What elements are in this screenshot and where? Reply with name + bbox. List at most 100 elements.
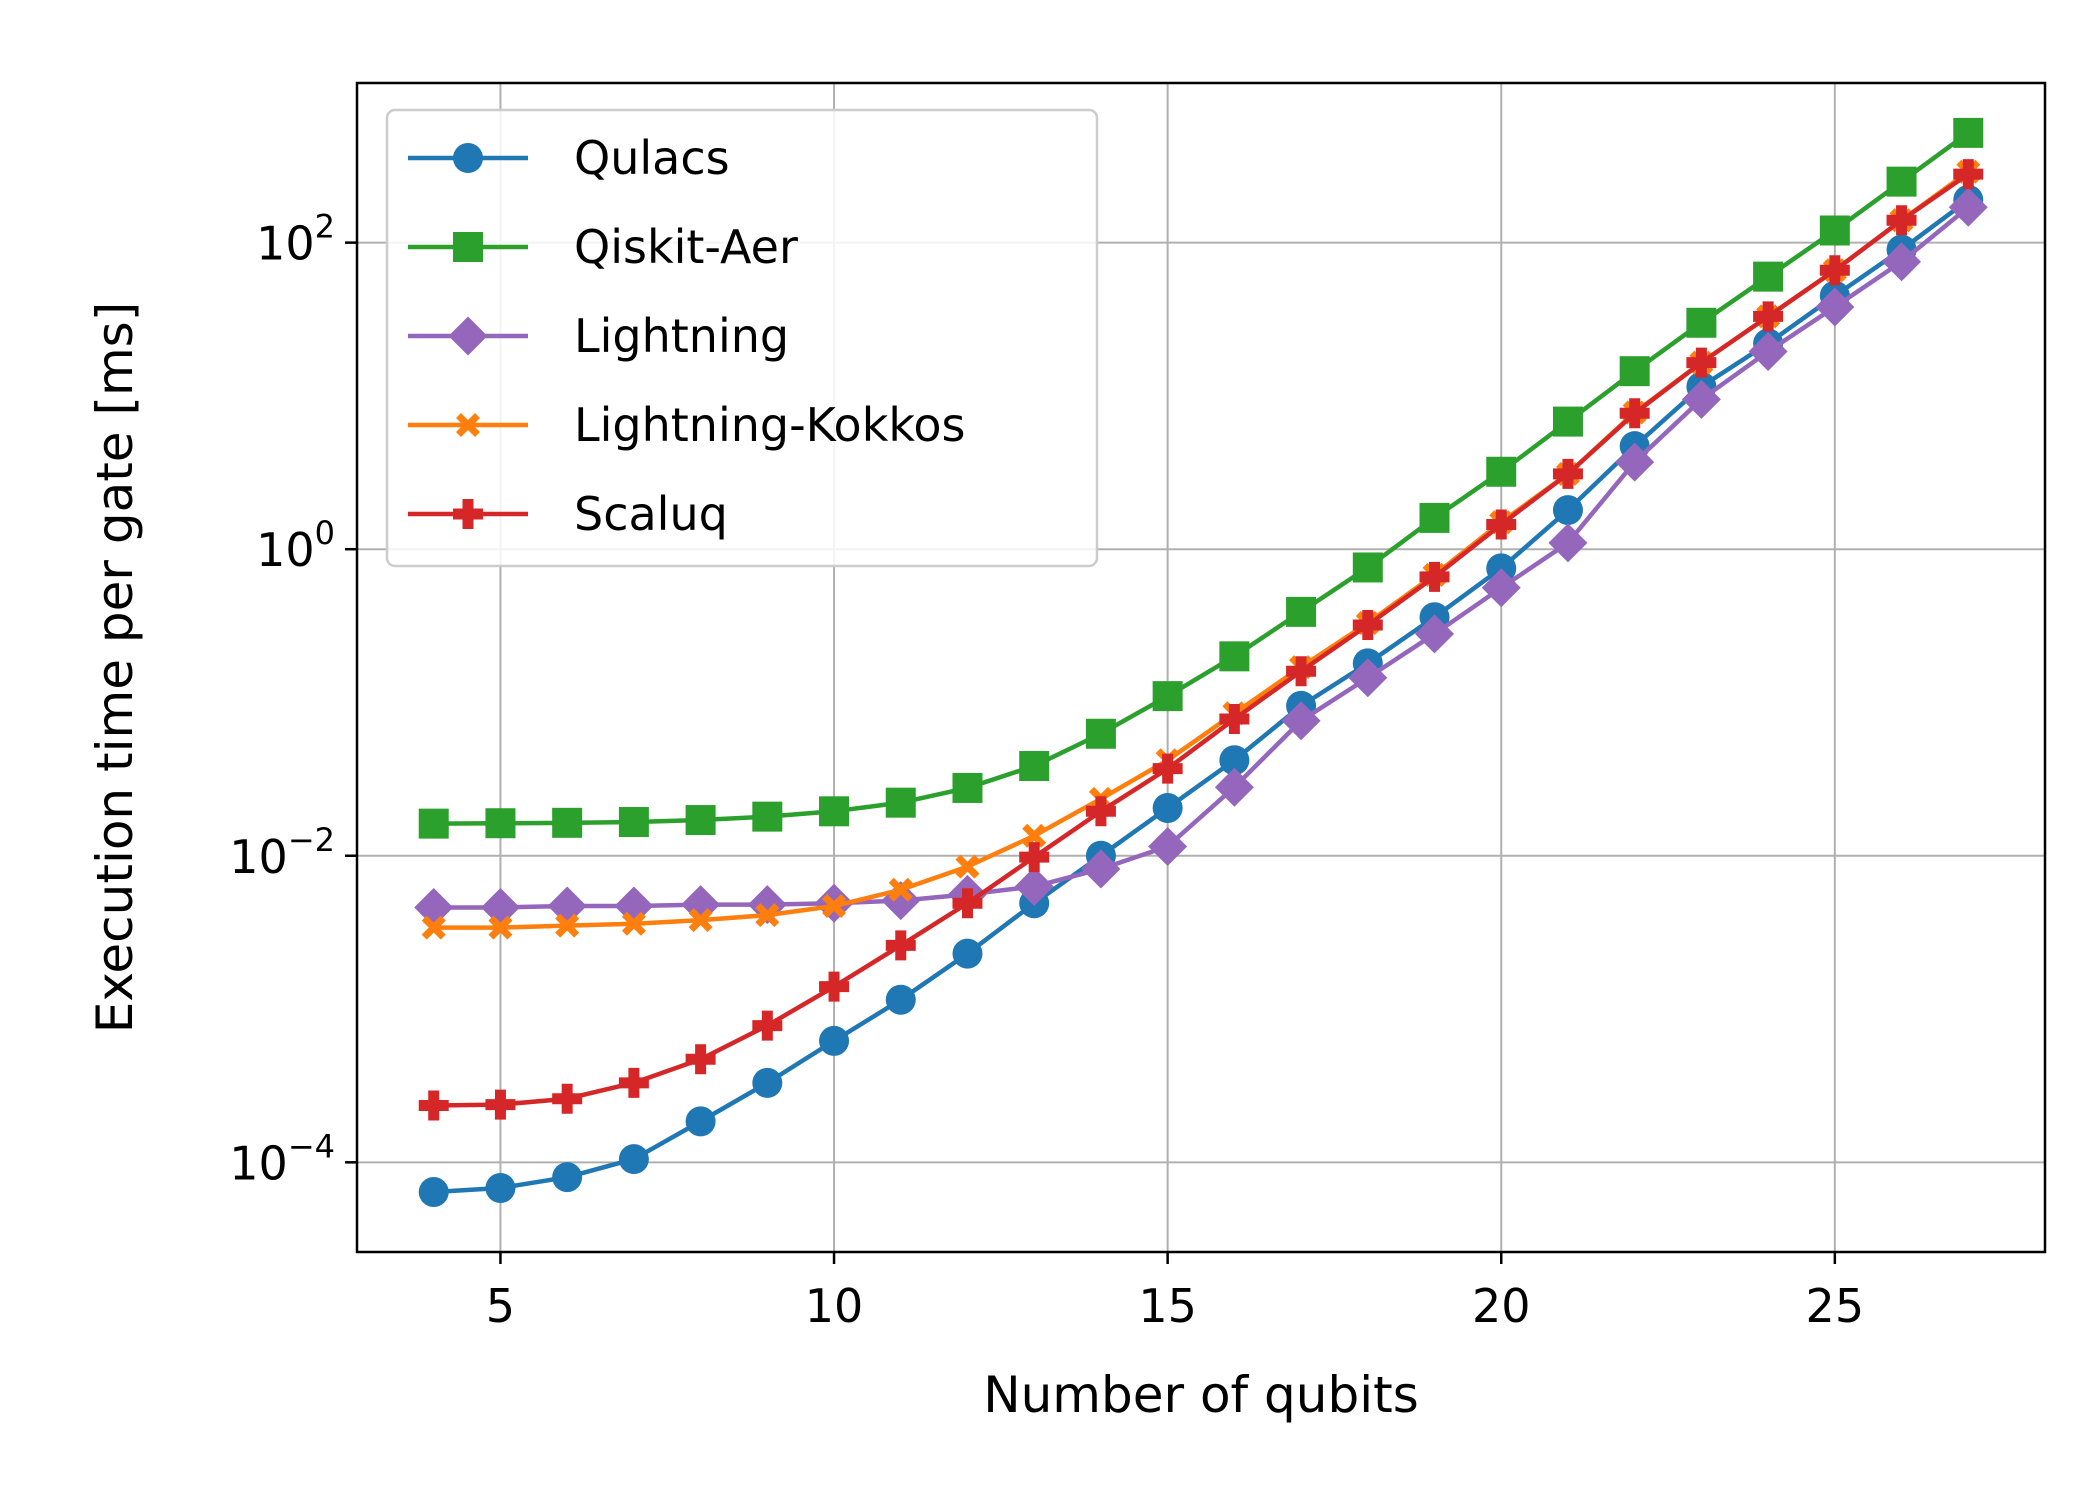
data-point-qiskit-aer bbox=[1886, 166, 1917, 197]
data-point-qiskit-aer bbox=[1486, 456, 1517, 487]
data-point-qulacs bbox=[618, 1144, 649, 1175]
axis-ticks: 5 10 15 20 25 10−4 10−2 100 102 bbox=[229, 208, 1864, 1333]
data-point-scaluq bbox=[952, 888, 983, 919]
data-point-scaluq bbox=[1286, 656, 1317, 687]
data-point-qiskit-aer bbox=[819, 796, 850, 827]
data-point-qulacs bbox=[418, 1177, 449, 1208]
data-point-qiskit-aer bbox=[1953, 117, 1984, 148]
legend-item-scaluq: Scaluq bbox=[408, 487, 728, 541]
legend-swatch-marker bbox=[448, 316, 488, 356]
data-point-qiskit-aer bbox=[1286, 596, 1317, 627]
y-tick-label: 10−2 bbox=[229, 821, 335, 884]
legend-label: Lightning-Kokkos bbox=[574, 398, 965, 452]
data-point-lightning bbox=[480, 887, 520, 927]
series-scaluq bbox=[418, 159, 1984, 1121]
data-point-scaluq bbox=[1819, 255, 1850, 286]
x-tick-label: 25 bbox=[1806, 1279, 1865, 1333]
data-point-qulacs bbox=[552, 1162, 583, 1193]
data-point-lightning-kokkos bbox=[621, 911, 646, 936]
data-point-qulacs bbox=[1219, 745, 1250, 776]
legend-label: Qulacs bbox=[574, 131, 730, 185]
data-point-qiskit-aer bbox=[1152, 681, 1183, 712]
data-point-scaluq bbox=[1486, 509, 1517, 540]
legend-swatch-marker bbox=[456, 413, 480, 437]
data-point-lightning bbox=[1948, 187, 1988, 227]
data-point-qulacs bbox=[752, 1067, 783, 1098]
data-point-qulacs bbox=[1152, 792, 1183, 823]
x-tick-label: 10 bbox=[805, 1279, 864, 1333]
y-tick-label: 10−4 bbox=[229, 1127, 335, 1190]
data-point-qiskit-aer bbox=[885, 787, 916, 818]
legend-item-lightning: Lightning bbox=[408, 309, 789, 363]
data-point-lightning bbox=[1615, 442, 1655, 482]
legend: Qulacs Qiskit-Aer Lightning Lightning-Kokko… bbox=[385, 108, 1099, 568]
data-point-qiskit-aer bbox=[485, 808, 516, 839]
data-point-qiskit-aer bbox=[1552, 406, 1583, 437]
data-point-lightning bbox=[1748, 331, 1788, 371]
data-point-qiskit-aer bbox=[1219, 641, 1250, 672]
data-point-scaluq bbox=[819, 971, 850, 1002]
data-point-qulacs bbox=[952, 938, 983, 969]
data-point-qiskit-aer bbox=[685, 805, 716, 836]
data-point-lightning bbox=[1415, 614, 1455, 654]
data-point-lightning bbox=[1548, 523, 1588, 563]
legend-swatch-marker bbox=[453, 143, 483, 173]
legend-item-lightning-kokkos: Lightning-Kokkos bbox=[408, 398, 965, 452]
data-point-qiskit-aer bbox=[752, 801, 783, 832]
data-point-scaluq bbox=[1552, 458, 1583, 489]
x-tick-label: 15 bbox=[1138, 1279, 1197, 1333]
plot-frame bbox=[355, 81, 2047, 1254]
data-point-lightning bbox=[1281, 701, 1321, 741]
data-point-qiskit-aer bbox=[1819, 215, 1850, 246]
legend-item-qulacs: Qulacs bbox=[408, 131, 730, 185]
data-point-scaluq bbox=[885, 930, 916, 961]
data-point-lightning bbox=[1882, 242, 1922, 282]
data-point-lightning bbox=[1815, 287, 1855, 327]
data-point-scaluq bbox=[1686, 347, 1717, 378]
data-point-qiskit-aer bbox=[1352, 552, 1383, 583]
x-tick-label: 5 bbox=[486, 1279, 515, 1333]
data-point-qiskit-aer bbox=[1019, 751, 1050, 782]
data-point-lightning bbox=[1348, 658, 1388, 698]
data-point-scaluq bbox=[552, 1083, 583, 1114]
y-tick-label: 102 bbox=[256, 208, 335, 271]
data-point-qiskit-aer bbox=[1619, 356, 1650, 387]
x-tick-label: 20 bbox=[1472, 1279, 1531, 1333]
data-point-lightning-kokkos bbox=[822, 894, 847, 919]
data-point-qiskit-aer bbox=[1753, 261, 1784, 292]
data-point-qiskit-aer bbox=[1085, 718, 1116, 749]
data-point-lightning-kokkos bbox=[1022, 823, 1047, 848]
data-point-lightning-kokkos bbox=[888, 877, 913, 902]
data-point-qulacs bbox=[685, 1106, 716, 1137]
data-point-qiskit-aer bbox=[552, 807, 583, 838]
legend-label: Scaluq bbox=[574, 487, 728, 541]
data-point-scaluq bbox=[685, 1044, 716, 1075]
data-point-qulacs bbox=[1552, 495, 1583, 526]
data-point-qulacs bbox=[885, 984, 916, 1015]
data-point-lightning bbox=[1214, 767, 1254, 807]
data-point-scaluq bbox=[1219, 704, 1250, 735]
legend-label: Qiskit-Aer bbox=[574, 220, 798, 274]
data-point-lightning-kokkos bbox=[755, 903, 780, 928]
data-point-qulacs bbox=[485, 1172, 516, 1203]
data-point-lightning-kokkos bbox=[488, 915, 513, 940]
data-point-scaluq bbox=[1753, 301, 1784, 332]
data-point-qiskit-aer bbox=[418, 808, 449, 839]
data-point-lightning bbox=[1148, 826, 1188, 866]
data-point-lightning bbox=[1081, 849, 1121, 889]
data-series bbox=[414, 117, 1988, 1208]
data-point-scaluq bbox=[1085, 796, 1116, 827]
legend-swatch-marker bbox=[453, 232, 483, 262]
legend-label: Lightning bbox=[574, 309, 789, 363]
data-point-scaluq bbox=[752, 1010, 783, 1041]
data-point-lightning-kokkos bbox=[688, 908, 713, 933]
data-point-qiskit-aer bbox=[1686, 307, 1717, 338]
data-point-scaluq bbox=[418, 1090, 449, 1121]
y-axis-label: Execution time per gate [ms] bbox=[86, 302, 144, 1033]
legend-item-qiskit-aer: Qiskit-Aer bbox=[408, 220, 798, 274]
legend-swatch-marker bbox=[453, 499, 483, 529]
data-point-lightning-kokkos bbox=[555, 913, 580, 938]
series-qiskit-aer bbox=[418, 117, 1984, 839]
data-point-scaluq bbox=[1886, 205, 1917, 236]
